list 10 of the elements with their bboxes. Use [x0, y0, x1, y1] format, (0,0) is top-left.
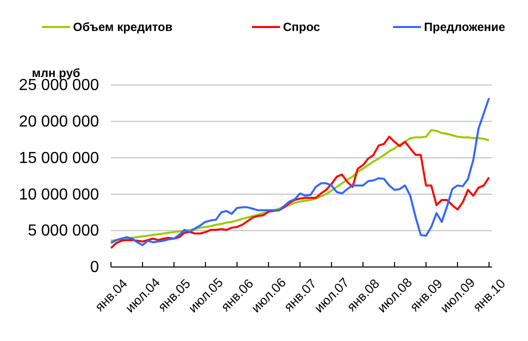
legend-label: Предложение [424, 20, 506, 34]
legend-label: Спрос [283, 20, 320, 34]
y-tick-label: 10 000 000 [18, 186, 100, 204]
y-tick-label: 20 000 000 [18, 114, 100, 131]
y-axis-title: млн руб [32, 66, 80, 80]
legend-label: Объем кредитов [73, 20, 172, 34]
y-tick-label: 0 [90, 259, 100, 276]
line-series [110, 97, 490, 246]
y-tick-label: 15 000 000 [18, 150, 100, 167]
y-tick-label: 5 000 000 [28, 222, 100, 240]
